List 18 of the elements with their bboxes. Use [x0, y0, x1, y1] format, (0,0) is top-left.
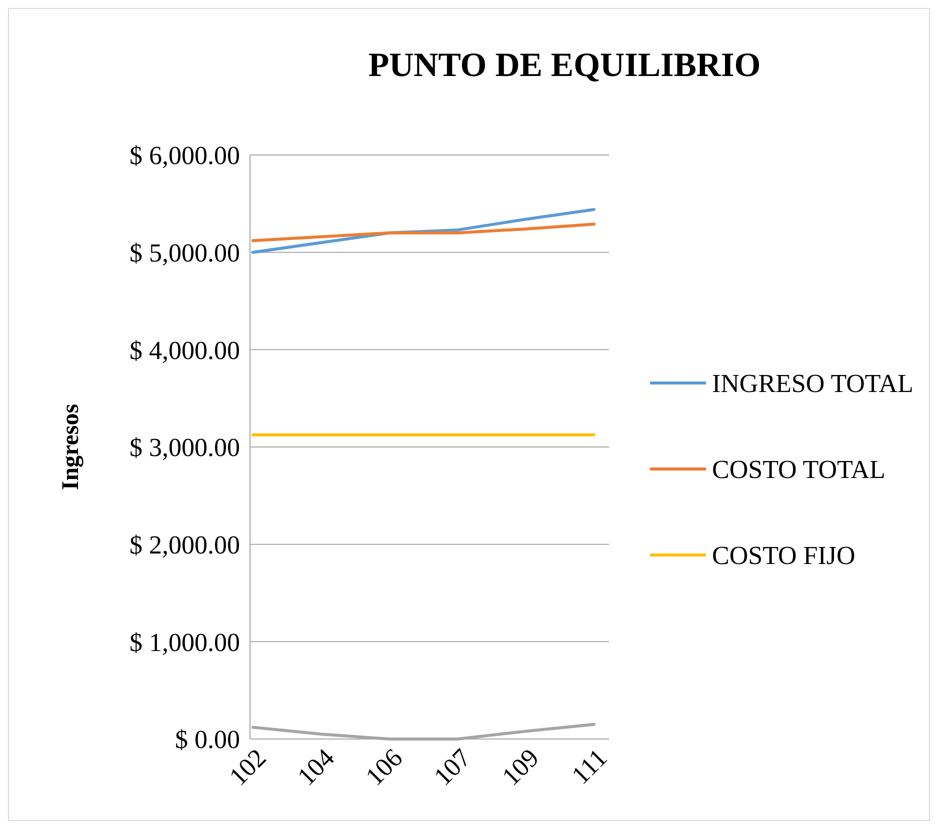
- legend-label: COSTO FIJO: [712, 541, 856, 570]
- x-tick-label: 111: [566, 743, 613, 790]
- legend-label: INGRESO TOTAL: [712, 369, 914, 398]
- y-tick-label: $ 4,000.00: [130, 336, 240, 365]
- y-tick-label: $ 2,000.00: [130, 530, 240, 560]
- y-tick-label: $ 0.00: [175, 725, 240, 754]
- y-tick-label: $ 1,000.00: [130, 628, 240, 657]
- legend-label: COSTO TOTAL: [712, 455, 886, 484]
- x-tick-label: 106: [360, 743, 408, 792]
- x-tick-label: 104: [292, 743, 340, 792]
- y-axis-title: Ingresos: [58, 404, 84, 490]
- y-tick-label: $ 5,000.00: [130, 238, 240, 268]
- chart-title: PUNTO DE EQUILIBRIO: [368, 47, 761, 84]
- y-tick-label: $ 6,000.00: [130, 141, 240, 170]
- line-series: [252, 222, 596, 242]
- x-tick-label: 107: [428, 743, 476, 792]
- x-tick-label: 109: [496, 743, 544, 792]
- y-tick-label: $ 3,000.00: [130, 433, 240, 462]
